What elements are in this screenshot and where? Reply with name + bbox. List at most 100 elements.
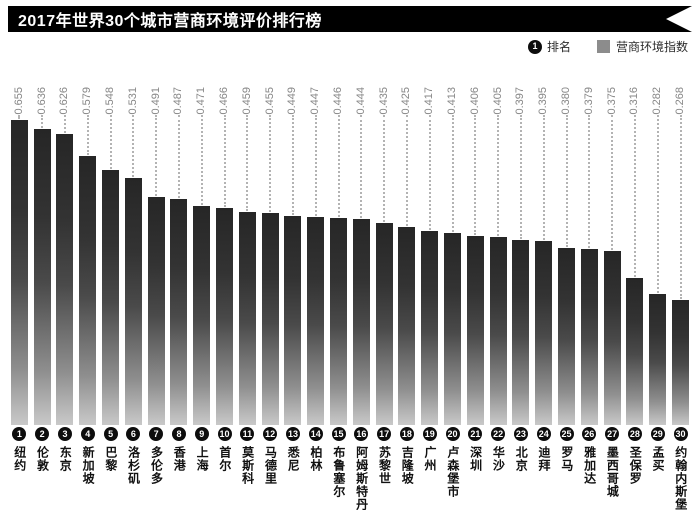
chart-column: 0.459 11 莫斯科 xyxy=(236,55,259,510)
infographic-page: 2017年世界30个城市营商环境评价排行榜 1 排名 营商环境指数 0.655 … xyxy=(0,6,700,510)
bar xyxy=(375,223,393,425)
city-label: 苏黎世 xyxy=(377,446,392,485)
bar-area xyxy=(487,115,510,425)
value-label: 0.425 xyxy=(400,87,413,115)
bar-area xyxy=(76,115,99,425)
city-label: 布鲁塞尔 xyxy=(331,446,346,498)
bar-area xyxy=(646,115,669,425)
chart-column: 0.375 27 墨西哥城 xyxy=(601,55,624,510)
chart-column: 0.579 4 新加坡 xyxy=(76,55,99,510)
value-label: 0.459 xyxy=(240,87,253,115)
bar xyxy=(147,197,165,425)
legend-item-rank: 1 排名 xyxy=(527,38,571,55)
chart-title: 2017年世界30个城市营商环境评价排行榜 xyxy=(18,13,322,30)
city-label: 圣保罗 xyxy=(628,446,643,485)
rank-badge-wrap: 12 xyxy=(259,425,282,443)
rank-badge-wrap: 8 xyxy=(168,425,191,443)
rank-badge-wrap: 28 xyxy=(624,425,647,443)
value-label: 0.375 xyxy=(605,87,618,115)
leader-line xyxy=(132,115,135,177)
bar-area xyxy=(99,115,122,425)
bar xyxy=(535,241,553,425)
bar xyxy=(580,249,598,425)
leader-line xyxy=(611,115,614,250)
leader-line xyxy=(314,115,317,216)
bar xyxy=(352,219,370,425)
leader-line xyxy=(542,115,545,240)
bar-area xyxy=(601,115,624,425)
rank-badge: 3 xyxy=(57,427,72,441)
rank-badge-wrap: 11 xyxy=(236,425,259,443)
rank-badge-wrap: 14 xyxy=(304,425,327,443)
leader-line xyxy=(177,115,180,198)
city-label: 香港 xyxy=(172,446,187,472)
chart-column: 0.379 26 雅加达 xyxy=(578,55,601,510)
leader-line xyxy=(474,115,477,235)
bar xyxy=(444,233,462,425)
bar xyxy=(466,236,484,425)
bar xyxy=(558,248,576,425)
value-label: 0.446 xyxy=(332,87,345,115)
value-label: 0.471 xyxy=(195,87,208,115)
chart-column: 0.395 24 迪拜 xyxy=(532,55,555,510)
chart-column: 0.531 6 洛杉矶 xyxy=(122,55,145,510)
rank-badge: 16 xyxy=(354,427,369,441)
chart-column: 0.417 19 广州 xyxy=(418,55,441,510)
city-label: 柏林 xyxy=(309,446,324,472)
city-label: 雅加达 xyxy=(582,446,597,485)
rank-badge: 15 xyxy=(331,427,346,441)
value-label: 0.447 xyxy=(309,87,322,115)
bar-area xyxy=(441,115,464,425)
bar-area xyxy=(418,115,441,425)
city-label: 上海 xyxy=(195,446,210,472)
bar-area xyxy=(236,115,259,425)
rank-badge: 8 xyxy=(171,427,186,441)
leader-line xyxy=(383,115,386,222)
bar-area xyxy=(282,115,305,425)
chart-column: 0.626 3 东京 xyxy=(54,55,77,510)
city-label: 孟买 xyxy=(651,446,665,472)
value-label: 0.435 xyxy=(377,87,390,115)
value-label: 0.487 xyxy=(172,87,185,115)
value-label: 0.466 xyxy=(218,87,231,115)
leader-line xyxy=(565,115,568,247)
leader-line xyxy=(41,115,44,128)
bar xyxy=(672,300,689,425)
rank-badge-wrap: 24 xyxy=(532,425,555,443)
rank-badge: 12 xyxy=(263,427,278,441)
bar xyxy=(56,134,74,425)
rank-badge: 14 xyxy=(308,427,323,441)
bar xyxy=(79,156,97,425)
bar-area xyxy=(145,115,168,425)
bar-area xyxy=(213,115,236,425)
bar-area xyxy=(350,115,373,425)
bar xyxy=(124,178,142,425)
value-label: 0.444 xyxy=(354,87,367,115)
chart-column: 0.471 9 上海 xyxy=(190,55,213,510)
chart-column: 0.491 7 多伦多 xyxy=(145,55,168,510)
chart-column: 0.446 15 布鲁塞尔 xyxy=(327,55,350,510)
rank-badge-wrap: 7 xyxy=(145,425,168,443)
leader-line xyxy=(497,115,500,236)
bar-chart: 0.655 1 纽约 0.636 2 伦敦 xyxy=(8,55,692,510)
leader-line xyxy=(405,115,408,226)
chart-column: 0.449 13 悉尼 xyxy=(282,55,305,510)
chart-column: 0.487 8 香港 xyxy=(168,55,191,510)
chart-column: 0.268 30 约翰内斯堡 xyxy=(669,55,692,510)
rank-badge-wrap: 19 xyxy=(418,425,441,443)
bar-area xyxy=(304,115,327,425)
bar-area xyxy=(259,115,282,425)
value-label: 0.626 xyxy=(58,87,71,115)
legend: 1 排名 营商环境指数 xyxy=(0,38,688,55)
rank-badge-wrap: 13 xyxy=(282,425,305,443)
chart-column: 0.444 16 阿姆斯特丹 xyxy=(350,55,373,510)
rank-badge: 7 xyxy=(149,427,164,441)
value-label: 0.379 xyxy=(582,87,595,115)
rank-badge-wrap: 23 xyxy=(510,425,533,443)
rank-badge-wrap: 5 xyxy=(99,425,122,443)
rank-badge: 6 xyxy=(126,427,141,441)
bar-area xyxy=(624,115,647,425)
bar-area xyxy=(555,115,578,425)
rank-circle-icon: 1 xyxy=(527,39,542,54)
leader-line xyxy=(360,115,363,218)
